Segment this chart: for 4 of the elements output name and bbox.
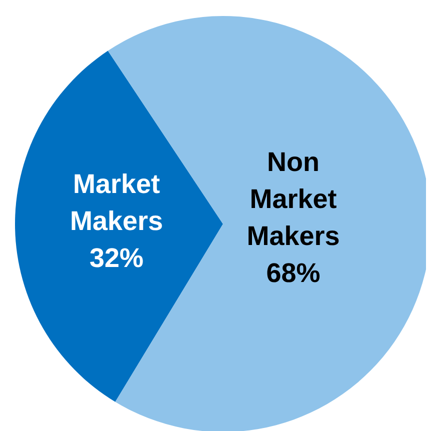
slice-label: Non Market Makers <box>246 146 340 251</box>
slice-label: Market Makers <box>70 169 164 236</box>
data-label: 68% <box>266 258 320 288</box>
data-label: 32% <box>89 243 144 274</box>
